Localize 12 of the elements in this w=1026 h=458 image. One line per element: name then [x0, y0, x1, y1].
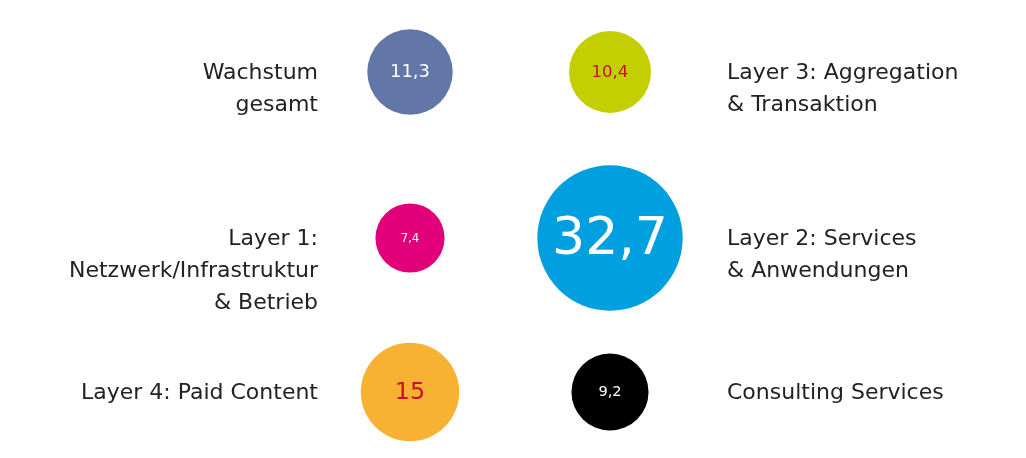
data-label: 32,7 — [552, 206, 668, 266]
data-label: 11,3 — [390, 60, 430, 81]
category-label: Layer 1: Netzwerk/Infrastruktur & Betrieb — [68, 225, 319, 314]
data-label: 7,4 — [400, 231, 420, 245]
category-label: Layer 3: Aggregation & Transaktion — [727, 59, 959, 116]
category-label: Layer 4: Paid Content — [80, 379, 319, 404]
category-label: Layer 2: Services & Anwendungen — [727, 225, 917, 282]
category-label: Consulting Services — [727, 379, 944, 404]
data-label: 10,4 — [591, 62, 629, 81]
data-label: 9,2 — [598, 382, 622, 399]
data-label: 15 — [394, 377, 426, 405]
category-label: Wachstum gesamt — [202, 59, 319, 116]
